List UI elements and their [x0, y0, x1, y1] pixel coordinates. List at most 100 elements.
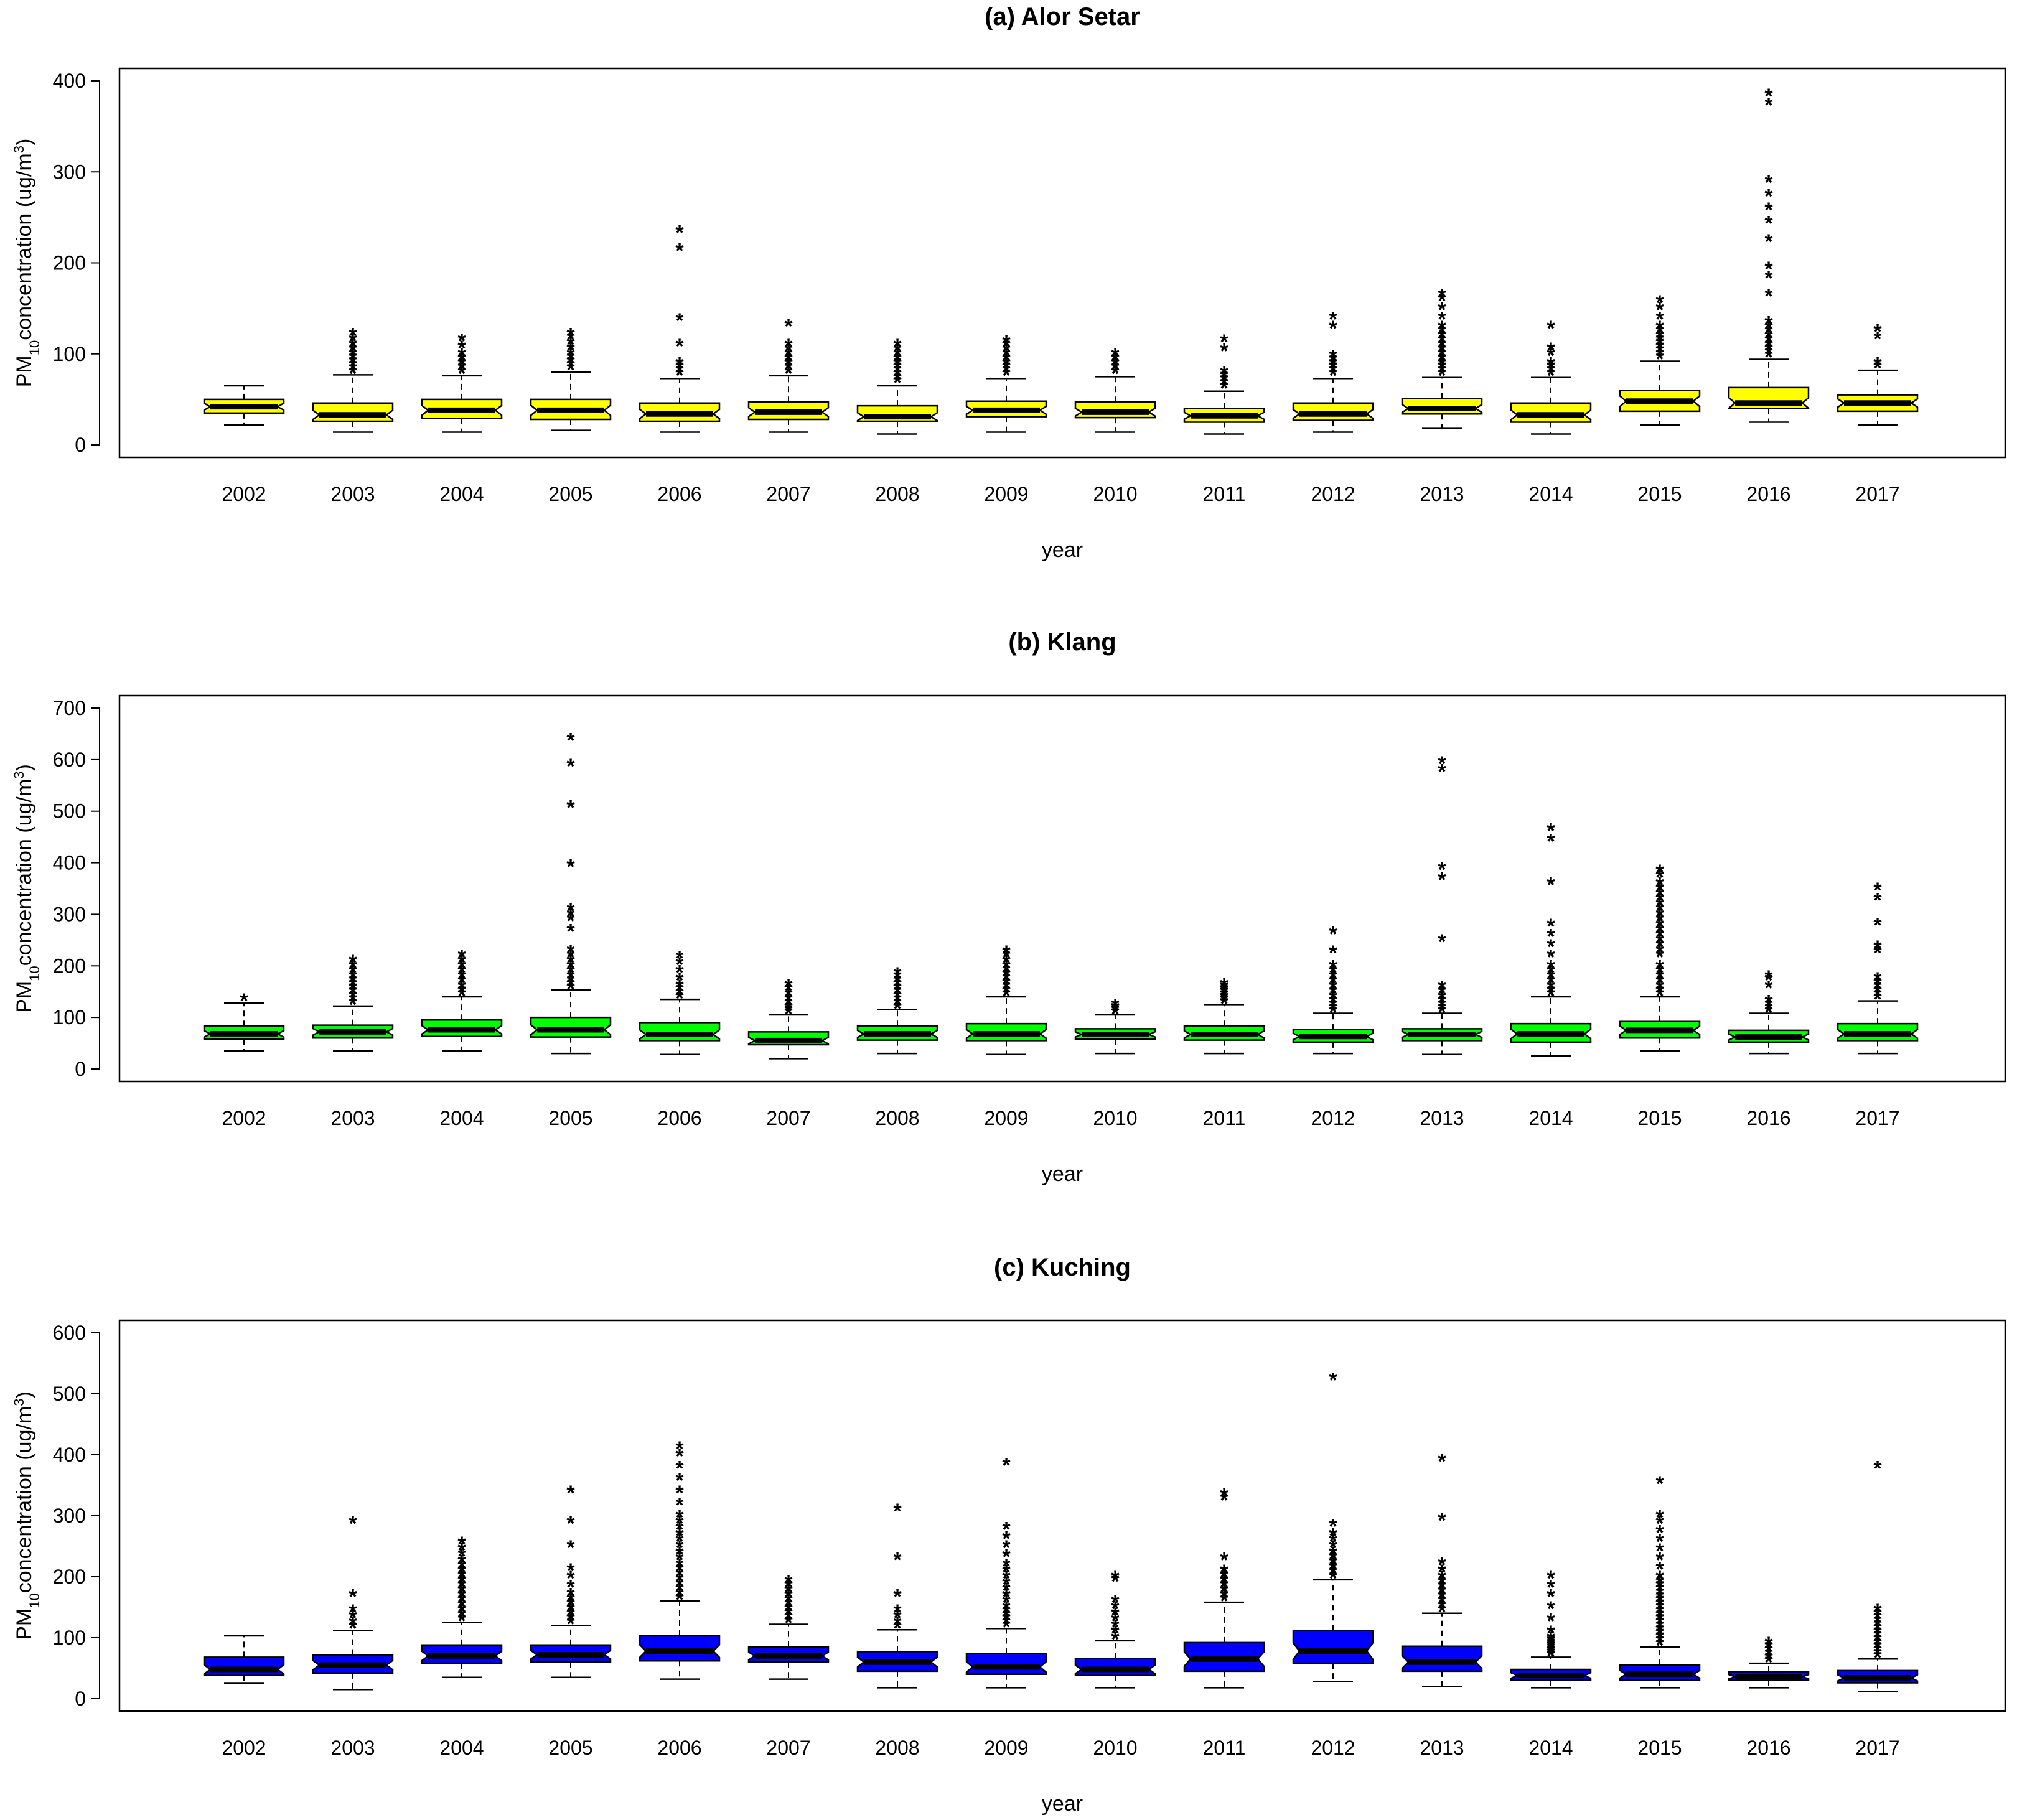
outlier-point: * [1655, 1512, 1664, 1536]
x-tick-label: 2017 [1855, 483, 1899, 505]
outlier-point: * [1655, 1549, 1664, 1572]
outlier-point: * [784, 1580, 793, 1604]
outlier-point: * [1220, 370, 1228, 393]
outlier-point: * [1873, 320, 1882, 344]
x-tick-label: 2010 [1093, 1737, 1137, 1759]
outlier-point: * [784, 1598, 793, 1622]
outlier-point: * [1655, 1634, 1664, 1658]
outlier-point: * [1111, 353, 1120, 376]
outlier-point: * [1764, 969, 1773, 992]
y-axis-label-sub: 10 [27, 340, 42, 355]
outlier-point: * [1873, 1611, 1882, 1635]
y-tick-label: 100 [53, 1626, 86, 1649]
outlier-point: * [457, 1566, 466, 1589]
outlier-point: * [1655, 1630, 1664, 1654]
outlier-point: * [1547, 1630, 1555, 1654]
outlier-point: * [784, 358, 793, 381]
outlier-point: * [349, 978, 357, 1001]
outlier-point: * [1873, 1625, 1882, 1649]
outlier-point: * [1329, 961, 1337, 985]
outlier-point: * [1438, 339, 1446, 363]
outlier-point: * [457, 1533, 466, 1556]
outlier-point: * [675, 221, 684, 245]
box-2004: ********* [421, 946, 503, 1052]
outlier-point: * [349, 362, 357, 386]
outlier-point: * [1764, 1640, 1773, 1664]
outlier-point: * [349, 324, 357, 348]
outlier-point: * [1764, 317, 1773, 340]
box-2003: ********** [312, 324, 394, 433]
outlier-point: * [1329, 364, 1337, 388]
box-2015: *************************** [1619, 1472, 1701, 1689]
y-axis-label: PM10concentration (ug/m3) [11, 139, 42, 388]
outlier-point: * [1329, 1542, 1337, 1566]
outlier-point: * [1655, 1605, 1664, 1628]
outlier-point: * [349, 355, 357, 378]
outlier-point: * [1764, 1633, 1773, 1656]
outlier-point: * [1002, 339, 1011, 363]
outlier-point: * [566, 1512, 575, 1536]
x-tick-label: 2006 [657, 483, 701, 505]
outlier-point: * [1438, 360, 1446, 384]
outlier-point: * [1329, 357, 1337, 380]
y-tick-label: 300 [53, 1505, 86, 1527]
outlier-point: * [1002, 1518, 1011, 1542]
outlier-point: * [566, 966, 575, 990]
x-tick-label: 2012 [1311, 1107, 1355, 1129]
y-axis-label-sup: 3 [11, 1399, 27, 1406]
outlier-point: * [349, 956, 357, 979]
outlier-point: * [1655, 966, 1664, 990]
outlier-point: * [1873, 984, 1882, 1008]
outlier-point: * [893, 997, 902, 1021]
outlier-point: * [349, 970, 357, 994]
outlier-point: * [1220, 992, 1228, 1015]
outlier-point: * [675, 987, 684, 1010]
x-tick-label: 2014 [1528, 483, 1573, 505]
x-tick-label: 2005 [548, 483, 592, 505]
outlier-point: * [1438, 760, 1446, 783]
outlier-point: * [893, 970, 902, 994]
outlier-point: * [349, 993, 357, 1017]
x-tick-label: 2016 [1746, 483, 1790, 505]
outlier-point: * [1329, 317, 1337, 340]
outlier-point: * [1655, 348, 1664, 371]
outlier-point: * [566, 1613, 575, 1636]
outlier-point: * [1764, 1647, 1773, 1671]
outlier-point: * [566, 344, 575, 368]
outlier-point: * [1655, 307, 1664, 331]
y-axis-label: PM10concentration (ug/m3) [11, 764, 42, 1013]
outlier-point: * [675, 335, 684, 358]
outlier-point: * [1220, 976, 1228, 1000]
outlier-point: * [1329, 360, 1337, 384]
x-tick-label: 2014 [1528, 1107, 1573, 1129]
outlier-point: * [784, 1575, 793, 1599]
outlier-point: * [1329, 1552, 1337, 1575]
outlier-point: * [1002, 968, 1011, 992]
outlier-point: * [1873, 913, 1882, 937]
outlier-point: * [893, 1613, 902, 1636]
outlier-point: * [457, 951, 466, 974]
outlier-point: * [1873, 1607, 1882, 1631]
outlier-point: * [1547, 1640, 1555, 1664]
chart-title: (a) Alor Setar [985, 3, 1140, 30]
outlier-point: * [457, 1610, 466, 1633]
chart-title: (c) Kuching [994, 1254, 1131, 1281]
outlier-point: * [784, 339, 793, 363]
outlier-point: * [1438, 1596, 1446, 1620]
outlier-point: * [1438, 1582, 1446, 1605]
outlier-point: * [1655, 925, 1664, 949]
outlier-point: * [1655, 930, 1664, 954]
outlier-point: * [566, 856, 575, 879]
outlier-point: * [675, 1569, 684, 1593]
y-tick-label: 600 [53, 1322, 86, 1344]
outlier-point: * [566, 940, 575, 964]
x-tick-label: 2007 [766, 1107, 810, 1129]
outlier-point: * [1220, 1485, 1228, 1508]
outlier-point: * [1220, 366, 1228, 390]
outlier-point: * [1655, 1557, 1664, 1581]
outlier-point: * [1220, 1549, 1228, 1572]
outlier-point: * [1220, 373, 1228, 397]
outlier-point: * [349, 951, 357, 974]
outlier-point: * [1764, 258, 1773, 281]
outlier-point: * [349, 961, 357, 985]
